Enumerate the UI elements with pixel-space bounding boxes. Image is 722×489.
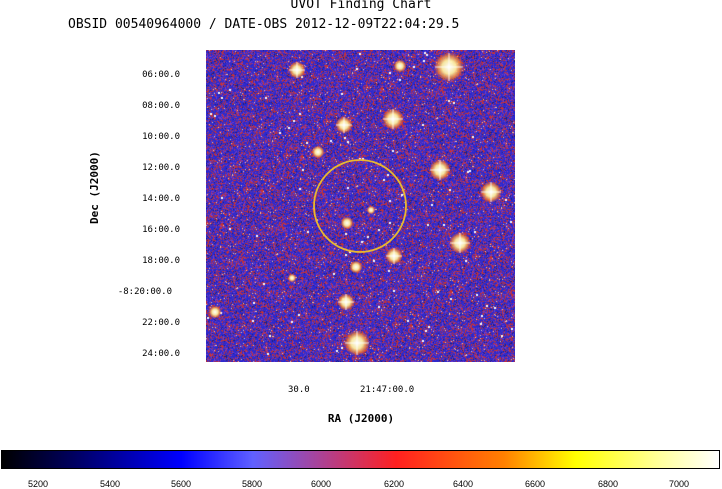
- colorbar-tick-label: 6600: [524, 479, 546, 489]
- colorbar-tick-label: 5400: [99, 479, 121, 489]
- y-tick-label: -8:20:00.0: [117, 287, 172, 297]
- y-tick-label: 22:00.0: [142, 318, 180, 328]
- y-tick-label: 16:00.0: [142, 225, 180, 235]
- colorbar-tick-label: 6200: [383, 479, 405, 489]
- y-tick-label: 18:00.0: [142, 256, 180, 266]
- chart-subtitle: OBSID 00540964000 / DATE-OBS 2012-12-09T…: [68, 17, 460, 32]
- colorbar-tick-label: 5800: [241, 479, 263, 489]
- y-tick-label: 14:00.0: [142, 194, 180, 204]
- colorbar-tick-label: 5200: [27, 479, 49, 489]
- source-region-overlay: [313, 159, 407, 253]
- colorbar-tick-label: 6400: [452, 479, 474, 489]
- colorbar-tick-label: 5600: [170, 479, 192, 489]
- y-tick-label: 08:00.0: [142, 101, 180, 111]
- source-region-circle: [313, 159, 407, 253]
- y-tick-label: 06:00.0: [142, 70, 180, 80]
- x-tick-label: 21:47:00.0: [360, 385, 415, 395]
- y-axis-label: Dec (J2000): [88, 151, 101, 224]
- chart-title: UVOT Finding Chart: [290, 0, 432, 12]
- colorbar-tick-label: 7000: [668, 479, 690, 489]
- x-axis-label: RA (J2000): [327, 412, 395, 425]
- colorbar-tick-label: 6000: [310, 479, 332, 489]
- finding-chart-image: [206, 50, 515, 362]
- colorbar-tick-label: 6800: [597, 479, 619, 489]
- y-tick-label: 12:00.0: [142, 163, 180, 173]
- colorbar: [1, 450, 720, 469]
- y-tick-label: 10:00.0: [142, 132, 180, 142]
- y-tick-label: 24:00.0: [142, 349, 180, 359]
- x-tick-label: 30.0: [288, 385, 310, 395]
